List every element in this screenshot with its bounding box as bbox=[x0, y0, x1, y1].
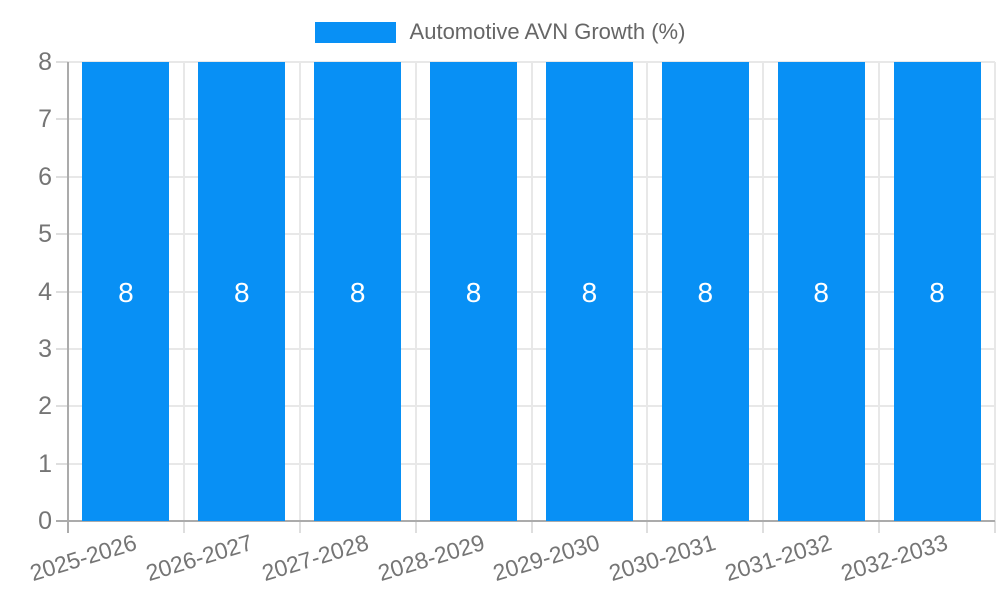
x-axis-tick bbox=[646, 521, 649, 533]
x-axis-category-label: 2026-2027 bbox=[142, 529, 256, 587]
y-axis-tick-label: 2 bbox=[38, 392, 52, 421]
x-axis-category-label: 2029-2030 bbox=[490, 529, 604, 587]
x-axis-category-label: 2032-2033 bbox=[837, 529, 951, 587]
bar-2031-2032[interactable] bbox=[777, 62, 865, 521]
x-axis-category-label: 2028-2029 bbox=[374, 529, 488, 587]
bar-2027-2028[interactable] bbox=[314, 62, 402, 521]
bar-2029-2030[interactable] bbox=[545, 62, 633, 521]
y-axis-tick bbox=[56, 175, 68, 178]
bar-value-label: 8 bbox=[234, 276, 250, 308]
x-gridline bbox=[762, 62, 765, 521]
y-axis-tick bbox=[56, 290, 68, 293]
x-axis-category-label: 2031-2032 bbox=[721, 529, 835, 587]
bar-value-label: 8 bbox=[118, 276, 134, 308]
x-gridline bbox=[878, 62, 881, 521]
y-axis-line bbox=[67, 62, 69, 533]
y-axis-tick bbox=[56, 61, 68, 63]
y-axis-tick bbox=[56, 405, 68, 408]
bar-2026-2027[interactable] bbox=[198, 62, 286, 521]
y-axis-tick-label: 0 bbox=[38, 507, 52, 535]
bar-value-label: 8 bbox=[697, 276, 714, 308]
x-axis-tick bbox=[878, 521, 881, 533]
y-axis-tick-label: 8 bbox=[38, 48, 52, 76]
bar-2032-2033[interactable] bbox=[893, 62, 981, 521]
bar-value-label: 8 bbox=[349, 276, 366, 308]
y-axis-tick bbox=[56, 347, 68, 350]
bar-2025-2026[interactable] bbox=[82, 62, 170, 521]
y-axis-tick-label: 4 bbox=[38, 277, 52, 306]
x-axis-tick bbox=[414, 521, 417, 533]
legend-color-swatch bbox=[314, 21, 396, 43]
y-axis-tick bbox=[56, 462, 68, 465]
x-axis-tick bbox=[298, 521, 301, 533]
x-gridline bbox=[182, 62, 185, 521]
legend-label: Automotive AVN Growth (%) bbox=[409, 19, 686, 44]
x-gridline bbox=[530, 62, 533, 521]
bar-2028-2029[interactable] bbox=[430, 62, 518, 521]
x-axis-tick bbox=[182, 521, 185, 533]
bar-value-label: 8 bbox=[929, 276, 945, 308]
chart-legend[interactable]: Automotive AVN Growth (%) bbox=[0, 19, 1000, 45]
y-axis-tick-label: 6 bbox=[38, 162, 52, 191]
y-axis-tick-label: 3 bbox=[38, 334, 52, 363]
x-gridline bbox=[646, 62, 649, 521]
x-axis-tick bbox=[762, 521, 765, 533]
y-axis-tick-label: 7 bbox=[38, 105, 52, 134]
bar-2030-2031[interactable] bbox=[661, 62, 749, 521]
x-axis-tick bbox=[530, 521, 533, 533]
bar-value-label: 8 bbox=[465, 276, 482, 308]
y-axis-tick bbox=[56, 118, 68, 121]
y-axis-tick bbox=[56, 233, 68, 236]
x-gridline bbox=[298, 62, 301, 521]
x-axis-category-label: 2030-2031 bbox=[606, 529, 719, 587]
x-gridline bbox=[994, 62, 996, 521]
x-axis-tick bbox=[994, 521, 996, 533]
y-axis-tick-label: 1 bbox=[38, 449, 52, 478]
x-axis-category-label: 2027-2028 bbox=[258, 529, 372, 587]
x-gridline bbox=[414, 62, 417, 521]
bar-value-label: 8 bbox=[581, 276, 598, 308]
bar-value-label: 8 bbox=[813, 276, 829, 308]
x-axis-line bbox=[56, 520, 995, 522]
y-axis-tick-label: 5 bbox=[38, 220, 52, 249]
x-axis-category-label: 2025-2026 bbox=[26, 529, 140, 587]
